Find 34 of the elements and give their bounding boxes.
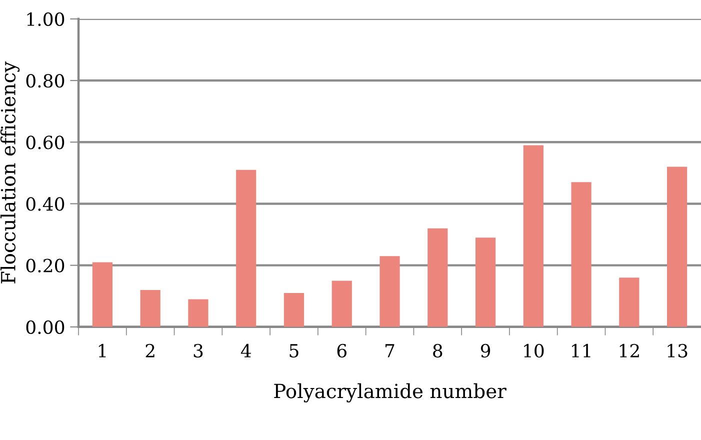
bar	[428, 228, 448, 327]
x-tick-label: 1	[98, 344, 106, 358]
bar	[571, 182, 592, 327]
bar	[92, 262, 113, 327]
x-tick-label: 9	[480, 344, 490, 358]
x-tick-label: 10	[524, 344, 544, 358]
x-tick-label: 7	[386, 344, 394, 358]
y-tick-label: 0.00	[26, 320, 64, 334]
x-tick-label: 6	[337, 344, 346, 358]
y-tick-label: 0.20	[26, 258, 64, 272]
y-tick-label: 0.60	[26, 136, 64, 150]
bar	[619, 278, 640, 327]
y-tick-label: 1.00	[27, 12, 64, 26]
bar	[667, 166, 688, 327]
x-tick-label: 11	[572, 344, 590, 358]
y-axis-title: Flocculation efficiency	[0, 61, 20, 284]
x-tick-label: 5	[290, 344, 298, 358]
x-tick-label: 2	[146, 344, 154, 358]
x-axis-title: Polyacrylamide number	[274, 383, 506, 402]
x-tick-label: 13	[668, 344, 688, 358]
bar	[236, 170, 256, 327]
x-tick-label: 12	[620, 344, 639, 358]
bar	[332, 280, 352, 327]
bar	[380, 256, 400, 327]
bar	[475, 238, 496, 327]
y-tick-label: 0.40	[26, 197, 64, 211]
bar	[188, 299, 208, 327]
x-tick-label: 4	[240, 344, 251, 358]
bar	[140, 290, 160, 327]
y-tick-label: 0.80	[26, 74, 64, 88]
bar	[284, 293, 304, 327]
x-tick-label: 8	[433, 344, 442, 358]
bar	[523, 145, 544, 327]
x-tick-label: 3	[194, 344, 203, 358]
